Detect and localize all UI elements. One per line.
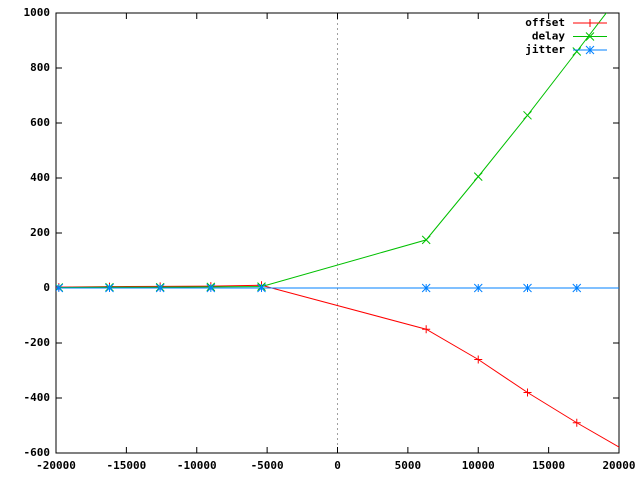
marker [523, 283, 532, 293]
x-tick-label: 10000 [462, 459, 495, 472]
marker [473, 172, 483, 181]
marker [585, 32, 595, 41]
x-tick-label: -20000 [36, 459, 76, 472]
marker [56, 283, 64, 293]
marker [473, 283, 483, 293]
marker [474, 355, 483, 364]
y-tick-label: 600 [30, 116, 50, 129]
y-tick-label: 400 [30, 171, 50, 184]
y-tick-label: 0 [43, 281, 50, 294]
series-line [58, 13, 607, 288]
marker [523, 388, 532, 397]
y-tick-label: 800 [30, 61, 50, 74]
marker [523, 110, 532, 120]
x-tick-label: 15000 [532, 459, 565, 472]
marker [422, 325, 431, 334]
x-tick-label: 20000 [602, 459, 635, 472]
marker [572, 283, 582, 293]
y-tick-label: 1000 [24, 6, 51, 19]
y-tick-label: -600 [24, 446, 51, 459]
marker [105, 283, 114, 293]
marker [572, 418, 581, 427]
legend-label: delay [532, 30, 565, 43]
x-tick-label: -15000 [107, 459, 147, 472]
marker [421, 235, 431, 245]
legend-label: jitter [525, 43, 565, 56]
series-line [58, 284, 619, 448]
y-tick-label: -400 [24, 391, 51, 404]
marker [155, 283, 165, 293]
y-tick-label: 200 [30, 226, 50, 239]
x-tick-label: 0 [334, 459, 341, 472]
x-tick-label: -10000 [177, 459, 217, 472]
legend-label: offset [525, 16, 565, 29]
marker [585, 45, 595, 55]
x-tick-label: 5000 [395, 459, 422, 472]
plot-area [56, 13, 619, 448]
marker [586, 19, 594, 27]
marker [257, 283, 266, 293]
x-tick-label: -5000 [251, 459, 284, 472]
marker [206, 283, 216, 293]
marker [572, 47, 582, 56]
marker [421, 283, 431, 293]
y-tick-label: -200 [24, 336, 51, 349]
